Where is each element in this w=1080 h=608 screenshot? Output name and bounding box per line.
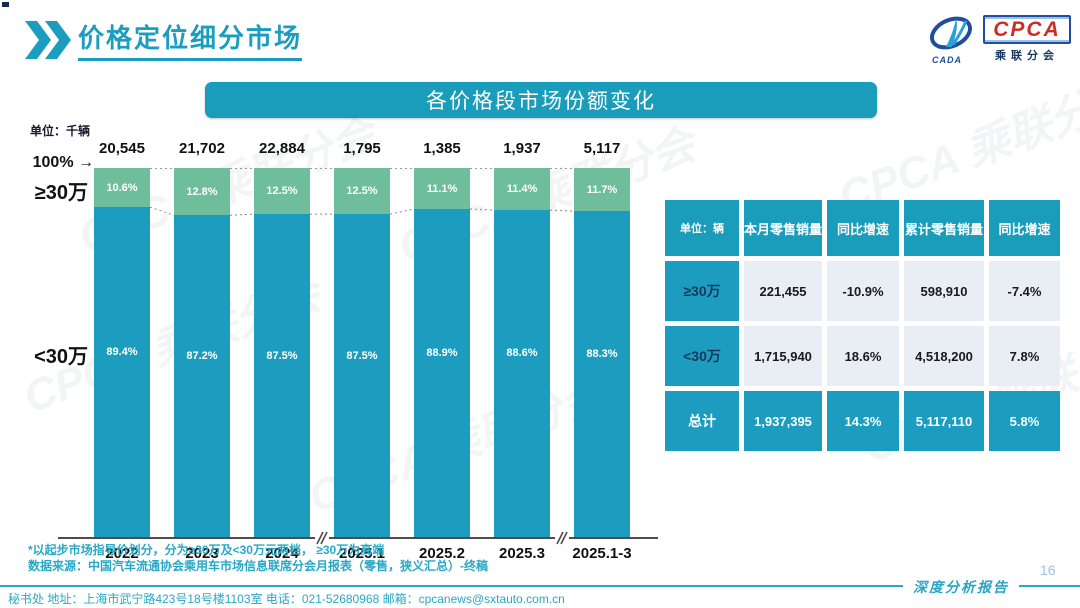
stacked-bar: 12.5% 87.5% <box>254 168 310 537</box>
cada-swoosh-icon: CADA <box>926 13 978 65</box>
bar-segment-lt30-label: 87.5% <box>346 349 378 362</box>
bar-segment-ge30: 10.6% <box>94 168 150 208</box>
bar-segment-lt30: 88.6% <box>494 210 550 537</box>
bar-total-label: 1,937 <box>503 140 541 157</box>
stacked-bar: 10.6% 89.4% <box>94 168 150 537</box>
table-header: 同比增速 <box>827 200 899 256</box>
table-cell: 18.6% <box>827 326 899 386</box>
bar-total-label: 20,545 <box>99 140 145 157</box>
bar-segment-lt30-label: 87.5% <box>266 349 298 362</box>
x-tick-label: 2025.3 <box>499 545 545 562</box>
table-cell: 4,518,200 <box>904 326 984 386</box>
stacked-bar: 12.5% 87.5% <box>334 168 390 537</box>
corner-mark <box>2 2 9 7</box>
y-axis-100-label: 100% → <box>32 154 94 171</box>
table-header: 同比增速 <box>989 200 1060 256</box>
table-header-unit: 单位：辆 <box>665 200 739 256</box>
page-number: 16 <box>1040 562 1056 578</box>
footnote-source: 数据来源：中国汽车流通协会乘用车市场信息联席分会月报表（零售，狭义汇总）-终稿 <box>28 559 488 573</box>
table-cell: -10.9% <box>827 261 899 321</box>
table-cell: 598,910 <box>904 261 984 321</box>
table-cell: 5,117,110 <box>904 391 984 451</box>
footer-divider <box>0 585 1080 587</box>
table-header: 累计零售销量 <box>904 200 984 256</box>
table-row-label: ≥30万 <box>665 261 739 321</box>
table-cell: 1,715,940 <box>744 326 822 386</box>
table-row-label: 总计 <box>665 391 739 451</box>
stacked-bar: 11.7% 88.3% <box>574 168 630 537</box>
bar-segment-lt30: 87.5% <box>254 214 310 537</box>
bar-segment-lt30-label: 88.3% <box>586 348 618 361</box>
bar-total-label: 22,884 <box>259 140 305 157</box>
bar-segment-lt30: 87.5% <box>334 214 390 537</box>
bar-segment-ge30: 11.1% <box>414 168 470 209</box>
report-type-label: 深度分析报告 <box>903 577 1019 597</box>
footer-address: 秘书处 地址：上海市武宁路423号18号楼1103室 电话：021-526809… <box>8 592 565 606</box>
bar-total-label: 1,385 <box>423 140 461 157</box>
bar-total-label: 21,702 <box>179 140 225 157</box>
double-chevron-icon <box>25 20 71 59</box>
chart-unit-label: 单位：千辆 <box>30 124 91 138</box>
x-tick-label: 2022 <box>105 545 139 562</box>
x-tick-label: 2025.2 <box>419 545 465 562</box>
cpca-subtitle: 乘联分会 <box>995 50 1059 62</box>
bar-segment-lt30-label: 87.2% <box>186 350 218 363</box>
bar-segment-lt30-label: 89.4% <box>106 345 138 358</box>
bar-segment-ge30: 12.5% <box>254 168 310 215</box>
table-header: 本月零售销量 <box>744 200 822 256</box>
bar-segment-lt30: 87.2% <box>174 215 230 537</box>
bar-total-label: 5,117 <box>583 140 621 157</box>
cpca-logo: CADA CPCA 乘联分会 <box>926 13 1071 65</box>
cpca-label: CPCA <box>983 15 1071 44</box>
chart-area: 单位：千辆 100% → ≥30万 <30万 20,545 10.6% 89.4% 2… <box>20 118 680 563</box>
table-cell: 7.8% <box>989 326 1060 386</box>
bar-segment-lt30: 89.4% <box>94 207 150 537</box>
table-row-label: <30万 <box>665 326 739 386</box>
cpca-wordmark: CPCA 乘联分会 <box>983 13 1071 65</box>
price-segment-table: 单位：辆 本月零售销量 同比增速 累计零售销量 同比增速 ≥30万 221,455 -10.9… <box>665 200 1060 451</box>
bar-segment-ge30: 12.8% <box>174 168 230 216</box>
series-label-ge30: ≥30万 <box>34 182 88 204</box>
page-title: 价格定位细分市场 <box>78 18 303 61</box>
x-tick-label: 2023 <box>185 545 219 562</box>
bar-segment-lt30: 88.3% <box>574 211 630 537</box>
bar-segment-lt30-label: 88.9% <box>426 346 458 359</box>
series-label-lt30: <30万 <box>34 346 88 368</box>
table-cell: -7.4% <box>989 261 1060 321</box>
slide-header: 价格定位细分市场 <box>25 18 303 61</box>
x-tick-label: 2025.1-3 <box>572 545 632 562</box>
table-cell: 14.3% <box>827 391 899 451</box>
x-tick-label: 2024 <box>265 545 299 562</box>
bar-segment-lt30-label: 88.6% <box>506 347 538 360</box>
stacked-bar: 12.8% 87.2% <box>174 168 230 537</box>
bar-segment-ge30: 11.7% <box>574 168 630 212</box>
cada-label: CADA <box>932 55 962 65</box>
bar-total-label: 1,795 <box>343 140 381 157</box>
bar-segment-ge30: 12.5% <box>334 168 390 215</box>
stacked-bar: 11.1% 88.9% <box>414 168 470 537</box>
stacked-bar: 11.4% 88.6% <box>494 168 550 537</box>
footnote-definition: *以起步市场指导价划分，分为≥30万及<30万元两档， ≥30万为高端 <box>28 543 385 557</box>
x-tick-label: 2025.1 <box>339 545 385 562</box>
table-cell: 221,455 <box>744 261 822 321</box>
table-cell: 1,937,395 <box>744 391 822 451</box>
chart-title-banner: 各价格段市场份额变化 <box>205 82 877 118</box>
table-cell: 5.8% <box>989 391 1060 451</box>
x-axis-line <box>58 537 658 539</box>
bar-segment-ge30: 11.4% <box>494 168 550 211</box>
bar-segment-lt30: 88.9% <box>414 209 470 537</box>
